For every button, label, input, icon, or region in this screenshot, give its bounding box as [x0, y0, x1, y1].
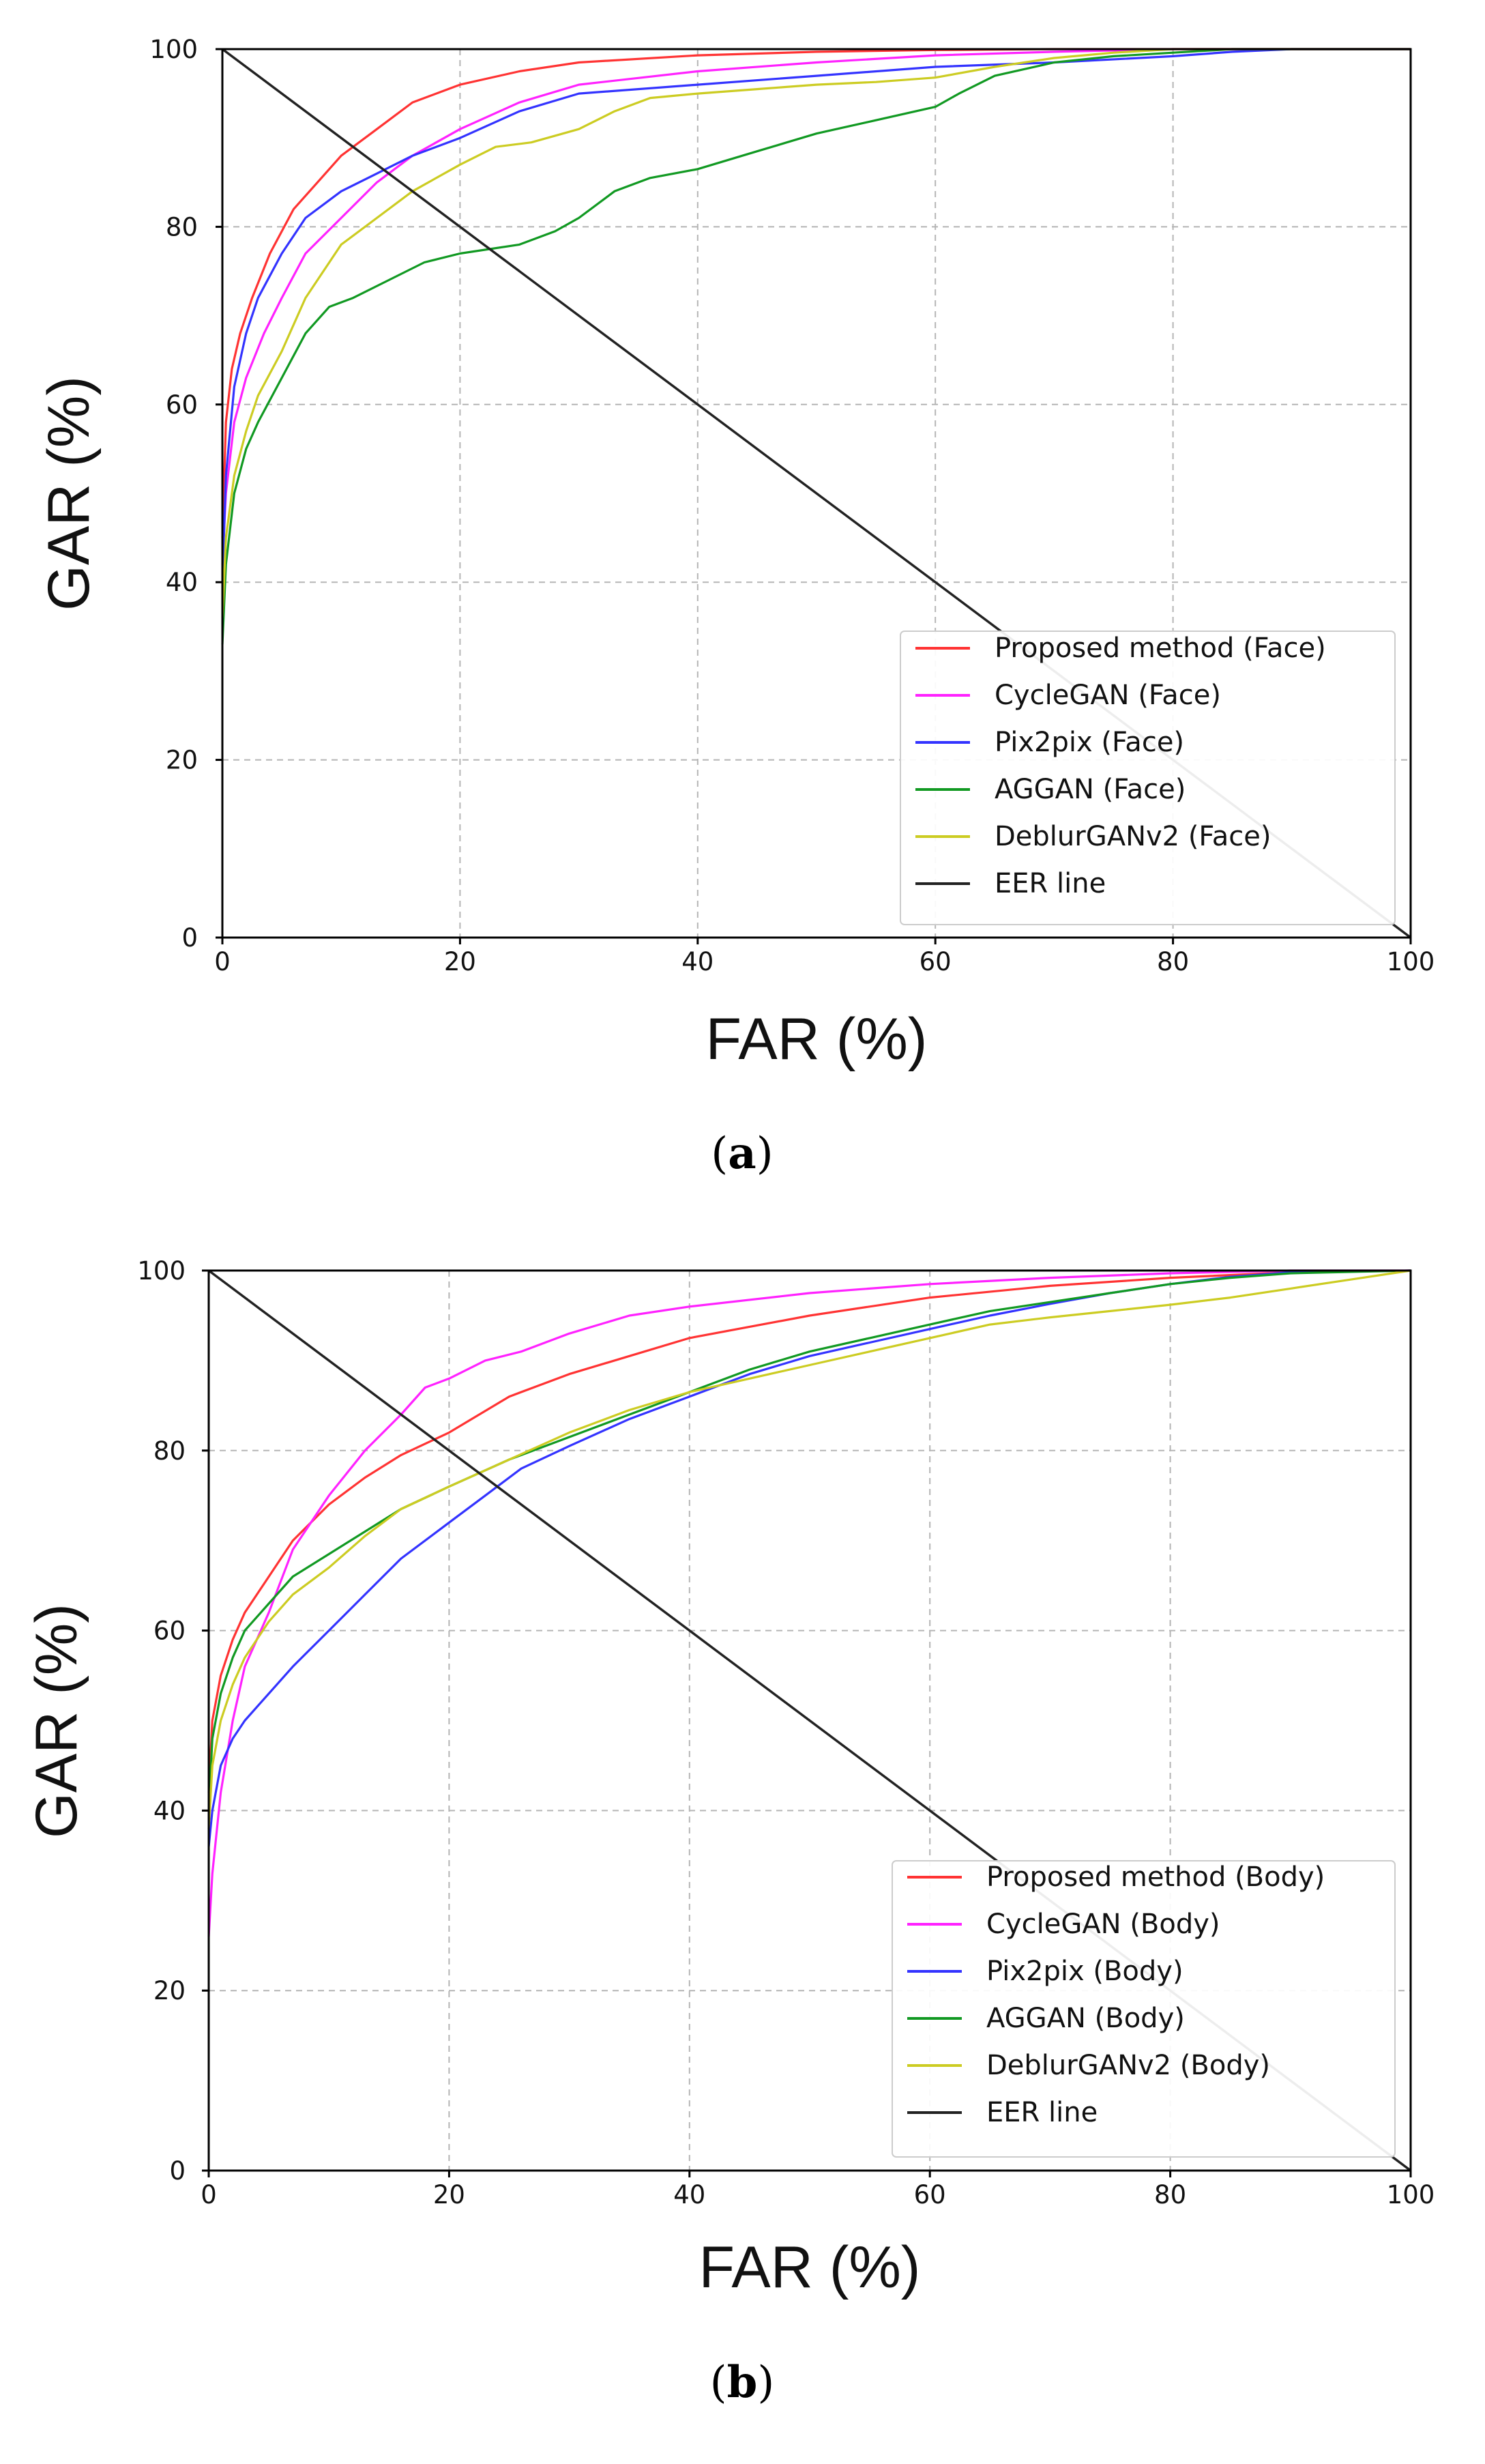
x-tick-label-a: 40: [681, 947, 714, 976]
legend-entry-proposed-method-face: Proposed method (Face): [995, 633, 1326, 664]
y-tick-label-b: 80: [153, 1436, 186, 1466]
series-line-cyclegan-body: [207, 1269, 1411, 1937]
legend-entry-eer-line: EER line: [986, 2097, 1098, 2128]
x-tick-label-b: 40: [673, 2180, 705, 2209]
y-tick-label-a: 20: [166, 746, 198, 775]
legend-entry-aggan-face: AGGAN (Face): [995, 774, 1186, 805]
plot-frame-a: [221, 48, 1412, 939]
legend-entry-deblurganv2-face: DeblurGANv2 (Face): [995, 821, 1271, 852]
series-line-deblurganv2-face: [221, 48, 1411, 618]
y-tick-label-b: 40: [153, 1796, 186, 1825]
y-tick-label-b: 20: [153, 1976, 186, 2005]
series-line-proposed-method-body: [207, 1269, 1411, 1793]
x-tick-label-b: 80: [1154, 2180, 1186, 2209]
legend-entry-pix2pix-body: Pix2pix (Body): [986, 1956, 1183, 1987]
y-tick-label-a: 0: [181, 923, 198, 953]
x-tick-label-b: 20: [433, 2180, 465, 2209]
x-tick-label-b: 100: [1387, 2180, 1435, 2209]
legend-entry-deblurganv2-body: DeblurGANv2 (Body): [986, 2050, 1270, 2081]
y-axis-label-b: GAR (%): [24, 1604, 89, 1838]
x-tick-label-a: 80: [1157, 947, 1189, 976]
x-tick-label-b: 0: [201, 2180, 217, 2209]
legend-entry-cyclegan-body: CycleGAN (Body): [986, 1909, 1220, 1940]
series-line-aggan-face: [221, 48, 1411, 645]
legend-entry-cyclegan-face: CycleGAN (Face): [995, 680, 1221, 711]
caption-close-paren: ): [757, 2358, 774, 2408]
legend-entry-eer-line: EER line: [995, 868, 1106, 899]
x-tick-label-a: 100: [1387, 947, 1435, 976]
series-line-deblurganv2-body: [207, 1269, 1411, 1829]
y-tick-label-b: 100: [137, 1256, 186, 1286]
legend-entry-aggan-body: AGGAN (Body): [986, 2003, 1185, 2034]
chart-panel-b: 0 20 40 60 80 100 0 20 40 60 80 100 FAR (%) GAR (%) Pr…: [24, 1256, 1435, 2408]
x-axis-label-a: FAR (%): [706, 1006, 928, 1072]
legend-box-b: [892, 1860, 1396, 2158]
x-axis-label-b: FAR (%): [699, 2235, 921, 2300]
y-tick-label-b: 60: [153, 1617, 186, 1646]
x-tick-label-a: 60: [920, 947, 952, 976]
legend-box-a: [900, 631, 1396, 925]
y-axis-label-a: GAR (%): [36, 376, 102, 611]
series-line-cyclegan-face: [221, 48, 1411, 565]
legend-entry-pix2pix-face: Pix2pix (Face): [995, 727, 1184, 758]
y-tick-label-a: 100: [149, 35, 198, 64]
legend-entry-proposed-method-body: Proposed method (Body): [986, 1861, 1325, 1893]
caption-b: (b): [710, 2357, 775, 2408]
series-line-aggan-body: [207, 1269, 1411, 1811]
plot-frame-b: [207, 1269, 1412, 2172]
y-tick-label-a: 80: [166, 212, 198, 242]
caption-open-paren: (: [710, 2358, 727, 2408]
chart-panel-a: 0 20 40 60 80 100 0 20 40 60 80 100 FAR (%) GAR (%) Pr…: [36, 35, 1435, 1179]
y-tick-label-a: 40: [166, 568, 198, 597]
x-tick-label-b: 60: [914, 2180, 946, 2209]
caption-letter: b: [727, 2357, 758, 2408]
x-tick-label-a: 20: [444, 947, 476, 976]
x-tick-label-a: 0: [214, 947, 231, 976]
series-line-pix2pix-face: [221, 48, 1411, 583]
caption-close-paren: ): [756, 1129, 774, 1179]
caption-a: (a): [711, 1128, 773, 1179]
caption-open-paren: (: [711, 1129, 728, 1179]
y-tick-label-b: 0: [169, 2156, 186, 2186]
caption-letter: a: [728, 1128, 756, 1179]
y-tick-label-a: 60: [166, 390, 198, 420]
